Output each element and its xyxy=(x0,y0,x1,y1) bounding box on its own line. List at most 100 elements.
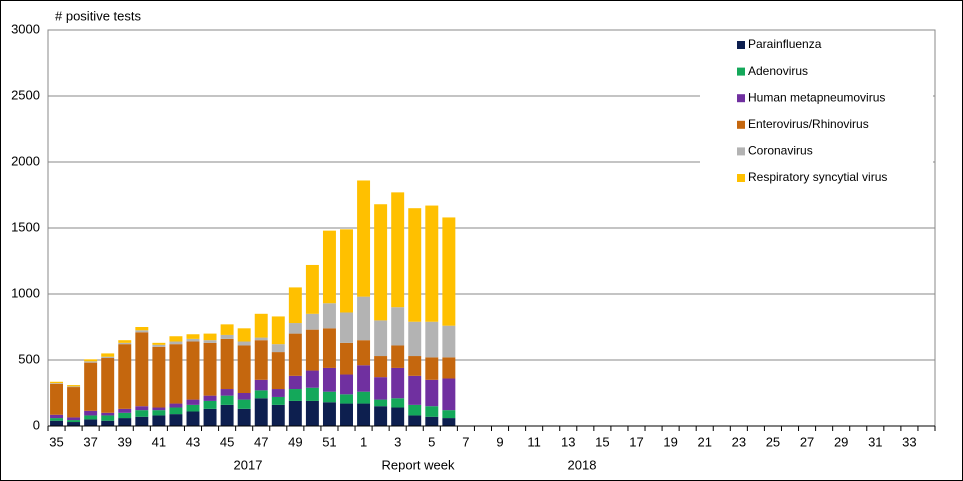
bar-segment xyxy=(169,344,183,404)
bar-segment xyxy=(271,352,285,390)
year-label: 2017 xyxy=(234,457,263,472)
bar-segment xyxy=(340,403,353,426)
bar-segment xyxy=(186,341,200,400)
bar-segment xyxy=(186,399,200,405)
bar-segment xyxy=(322,391,336,403)
bar-segment xyxy=(425,357,439,380)
legend-swatch xyxy=(737,67,745,76)
legend-label: Adenovirus xyxy=(748,64,808,78)
x-tick-label: 21 xyxy=(697,434,711,449)
bar-segment xyxy=(288,400,302,426)
bar-segment xyxy=(357,340,371,366)
bar-segment xyxy=(442,325,456,358)
x-tick-label: 27 xyxy=(800,434,814,449)
bar-segment xyxy=(135,327,149,331)
bar-segment xyxy=(374,406,388,426)
x-tick-label: 41 xyxy=(152,434,166,449)
x-tick-label: 49 xyxy=(288,434,302,449)
bar-segment xyxy=(237,345,251,393)
bar-segment xyxy=(67,420,81,423)
x-axis-title: Report week xyxy=(382,457,455,472)
bar-segment xyxy=(220,389,234,396)
bar-segment xyxy=(135,406,149,411)
bar-segment xyxy=(305,313,319,330)
bar-segment xyxy=(237,408,251,426)
bar-segment xyxy=(442,357,456,379)
bar-segment xyxy=(408,404,422,416)
year-label: 2018 xyxy=(568,457,597,472)
bar-segment xyxy=(169,407,183,415)
bar-segment xyxy=(357,391,371,404)
bar-segment xyxy=(288,389,302,401)
bar-segment xyxy=(237,328,251,342)
x-tick-label: 5 xyxy=(428,434,435,449)
y-tick-label: 2500 xyxy=(11,87,40,102)
bar-segment xyxy=(50,414,64,419)
bar-segment xyxy=(254,313,268,338)
bar-segment xyxy=(203,342,217,396)
y-tick-label: 3000 xyxy=(11,21,40,36)
bar-segment xyxy=(408,415,422,426)
bar-segment xyxy=(322,303,336,329)
bar-segment xyxy=(135,330,149,333)
bar-segment xyxy=(203,333,217,341)
bar-segment xyxy=(169,414,183,426)
bar-segment xyxy=(288,287,302,324)
bar-segment xyxy=(322,328,336,368)
bar-segment xyxy=(203,400,217,409)
bar-segment xyxy=(425,205,439,322)
bar-segment xyxy=(340,374,353,395)
bar-segment xyxy=(101,415,115,421)
bar-segment xyxy=(169,403,183,408)
bar-segment xyxy=(67,422,81,426)
y-tick-label: 1000 xyxy=(11,285,40,300)
bar-segment xyxy=(203,395,217,401)
y-tick-label: 1500 xyxy=(11,219,40,234)
bar-segment xyxy=(152,344,166,347)
bar-segment xyxy=(67,417,81,421)
bar-segment xyxy=(322,230,336,304)
bar-segment xyxy=(67,386,81,388)
bar-segment xyxy=(186,404,200,412)
x-tick-label: 39 xyxy=(118,434,132,449)
bar-segment xyxy=(425,379,439,407)
bar-segment xyxy=(340,394,353,404)
bar-segment xyxy=(305,387,319,401)
bar-segment xyxy=(357,403,371,426)
bar-segment xyxy=(50,383,64,384)
bar-segment xyxy=(442,410,456,419)
bar-segment xyxy=(442,217,456,326)
bar-segment xyxy=(374,356,388,378)
x-tick-label: 23 xyxy=(732,434,746,449)
legend-swatch xyxy=(737,41,745,49)
bar-segment xyxy=(271,316,285,345)
bar-segment xyxy=(391,192,405,308)
bar-segment xyxy=(118,344,132,409)
bar-segment xyxy=(152,342,166,345)
legend-label: Respiratory syncytial virus xyxy=(748,170,887,184)
bar-segment xyxy=(101,358,115,413)
bar-segment xyxy=(67,387,81,418)
bar-segment xyxy=(254,337,268,341)
legend-box xyxy=(700,33,933,193)
bar-segment xyxy=(152,410,166,416)
bar-segment xyxy=(220,324,234,335)
bar-segment xyxy=(271,396,285,405)
x-tick-label: 15 xyxy=(595,434,609,449)
bar-segment xyxy=(254,390,268,399)
bar-segment xyxy=(118,340,132,343)
bar-segment xyxy=(288,375,302,390)
bar-segment xyxy=(152,415,166,426)
x-tick-label: 33 xyxy=(902,434,916,449)
bar-segment xyxy=(288,323,302,334)
bar-segment xyxy=(254,398,268,426)
bar-segment xyxy=(152,346,166,408)
bar-segment xyxy=(391,398,405,408)
x-tick-label: 19 xyxy=(663,434,677,449)
bar-segment xyxy=(135,416,149,426)
bar-segment xyxy=(152,407,166,411)
bar-segment xyxy=(425,321,439,358)
bar-segment xyxy=(220,338,234,390)
